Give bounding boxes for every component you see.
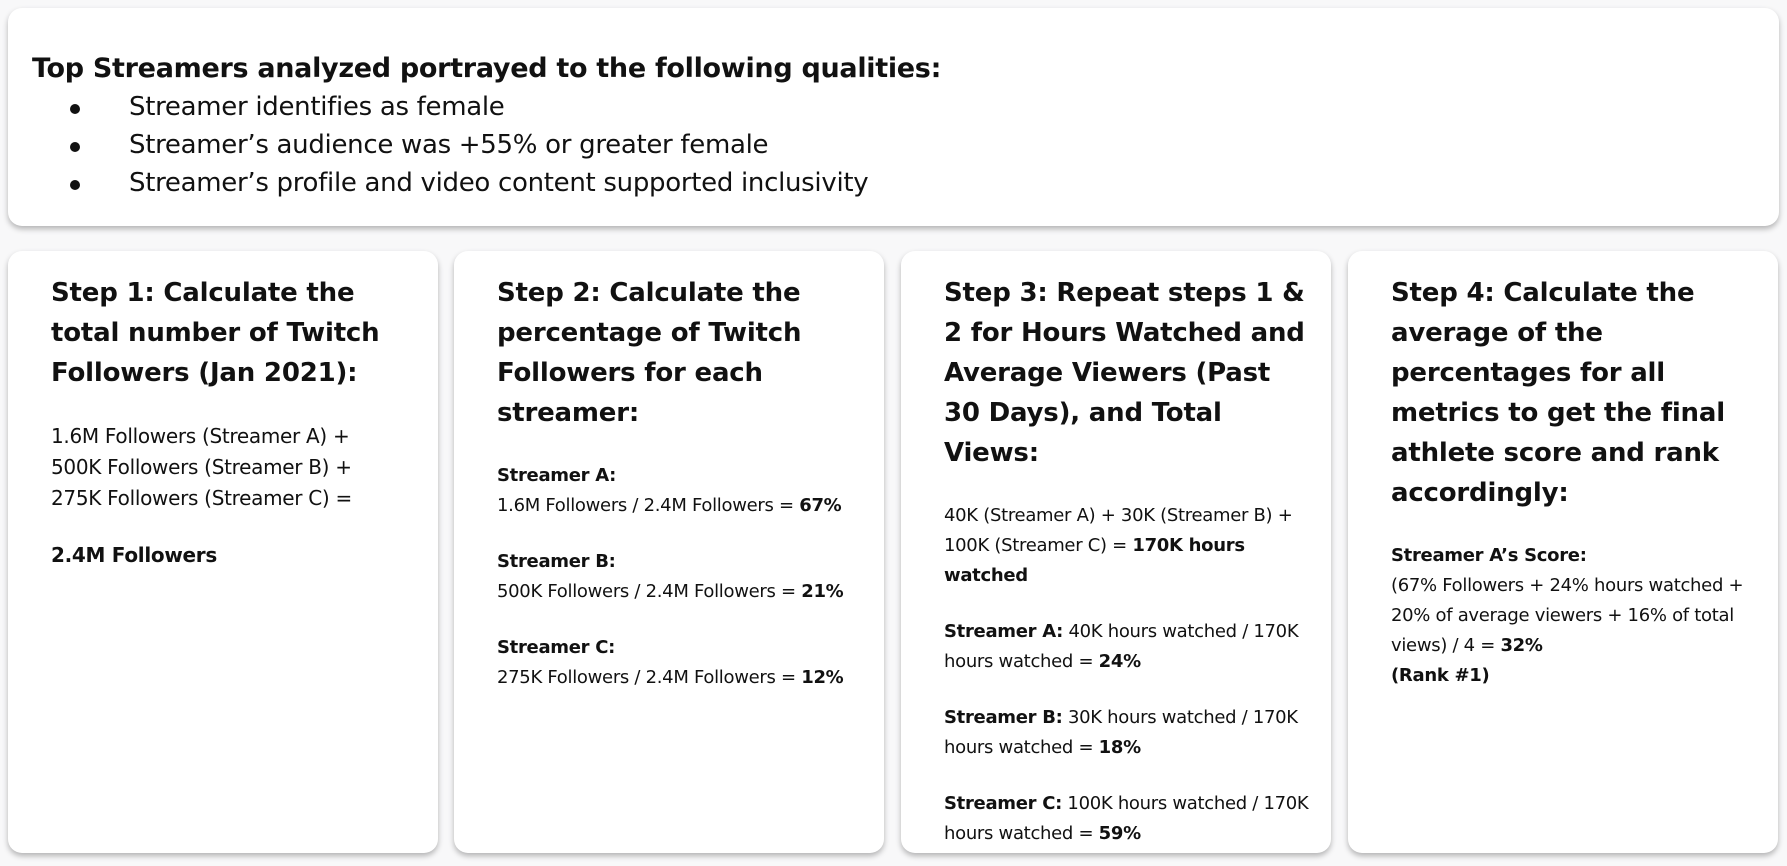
formula: 275K Followers / 2.4M Followers = xyxy=(497,667,802,688)
result-value: 170K hours watched xyxy=(944,535,1245,586)
bullet-icon xyxy=(70,142,80,152)
formula: 1.6M Followers / 2.4M Followers = xyxy=(497,495,800,516)
streamer-calc: Streamer B: 30K hours watched / 170K hou… xyxy=(944,703,1311,763)
rank-value: (Rank #1) xyxy=(1391,665,1490,686)
result-value: 32% xyxy=(1500,635,1543,656)
criteria-text: Streamer’s audience was +55% or greater … xyxy=(129,130,769,160)
streamer-label: Streamer C: xyxy=(497,637,616,658)
result-value: 2.4M Followers xyxy=(51,543,217,567)
bullet-icon xyxy=(70,104,80,114)
formula-line: 275K Followers (Streamer C) = xyxy=(51,486,352,510)
streamer-label: Streamer B: xyxy=(497,551,616,572)
criteria-heading: Top Streamers analyzed portrayed to the … xyxy=(32,53,942,84)
result-value: 67% xyxy=(799,495,842,516)
step-1-card: Step 1: Calculate the total number of Tw… xyxy=(8,251,438,853)
step-title: Step 3: Repeat steps 1 & 2 for Hours Wat… xyxy=(944,278,1305,468)
formula-line: 500K Followers (Streamer B) + xyxy=(51,455,352,479)
criteria-text: Streamer identifies as female xyxy=(129,92,505,122)
formula: 500K Followers / 2.4M Followers = xyxy=(497,581,802,602)
result-value: 21% xyxy=(801,581,844,602)
criteria-item: Streamer’s profile and video content sup… xyxy=(32,164,1779,202)
formula: 40K (Streamer A) + 30K (Streamer B) + 10… xyxy=(944,505,1293,556)
streamer-label: Streamer B: xyxy=(944,707,1063,728)
result-value: 59% xyxy=(1098,823,1141,844)
streamer-calc: Streamer C: 100K hours watched / 170K ho… xyxy=(944,789,1311,849)
score-calc: Streamer A’s Score: (67% Followers + 24% … xyxy=(1391,541,1758,691)
step-title: Step 2: Calculate the percentage of Twit… xyxy=(497,278,802,428)
step-title: Step 4: Calculate the average of the per… xyxy=(1391,278,1725,508)
step-3-card: Step 3: Repeat steps 1 & 2 for Hours Wat… xyxy=(901,251,1331,853)
result-value: 12% xyxy=(801,667,844,688)
step-2-card: Step 2: Calculate the percentage of Twit… xyxy=(454,251,884,853)
streamer-label: Streamer C: xyxy=(944,793,1063,814)
criteria-list: Streamer identifies as female Streamer’s… xyxy=(32,88,1779,202)
score-label: Streamer A’s Score: xyxy=(1391,545,1587,566)
criteria-item: Streamer identifies as female xyxy=(32,88,1779,126)
criteria-panel: Top Streamers analyzed portrayed to the … xyxy=(8,8,1779,226)
formula: (67% Followers + 24% hours watched + 20%… xyxy=(1391,575,1744,656)
step-4-card: Step 4: Calculate the average of the per… xyxy=(1348,251,1778,853)
result-value: 24% xyxy=(1098,651,1141,672)
streamer-label: Streamer A: xyxy=(497,465,617,486)
step-title: Step 1: Calculate the total number of Tw… xyxy=(51,278,380,388)
streamer-label: Streamer A: xyxy=(944,621,1064,642)
step-formula: 1.6M Followers (Streamer A) + 500K Follo… xyxy=(51,421,418,514)
criteria-text: Streamer’s profile and video content sup… xyxy=(129,168,869,198)
formula-line: 1.6M Followers (Streamer A) + xyxy=(51,424,350,448)
criteria-item: Streamer’s audience was +55% or greater … xyxy=(32,126,1779,164)
formula: 30K hours watched / 170K hours watched = xyxy=(944,707,1298,758)
sum-calc: 40K (Streamer A) + 30K (Streamer B) + 10… xyxy=(944,501,1311,591)
result-value: 18% xyxy=(1098,737,1141,758)
streamer-calc: Streamer A: 1.6M Followers / 2.4M Followe… xyxy=(497,461,864,521)
formula: 40K hours watched / 170K hours watched = xyxy=(944,621,1299,672)
formula: 100K hours watched / 170K hours watched … xyxy=(944,793,1309,844)
streamer-calc: Streamer A: 40K hours watched / 170K hou… xyxy=(944,617,1311,677)
bullet-icon xyxy=(70,180,80,190)
streamer-calc: Streamer C: 275K Followers / 2.4M Followe… xyxy=(497,633,864,693)
streamer-calc: Streamer B: 500K Followers / 2.4M Followe… xyxy=(497,547,864,607)
step-result: 2.4M Followers xyxy=(51,540,418,571)
